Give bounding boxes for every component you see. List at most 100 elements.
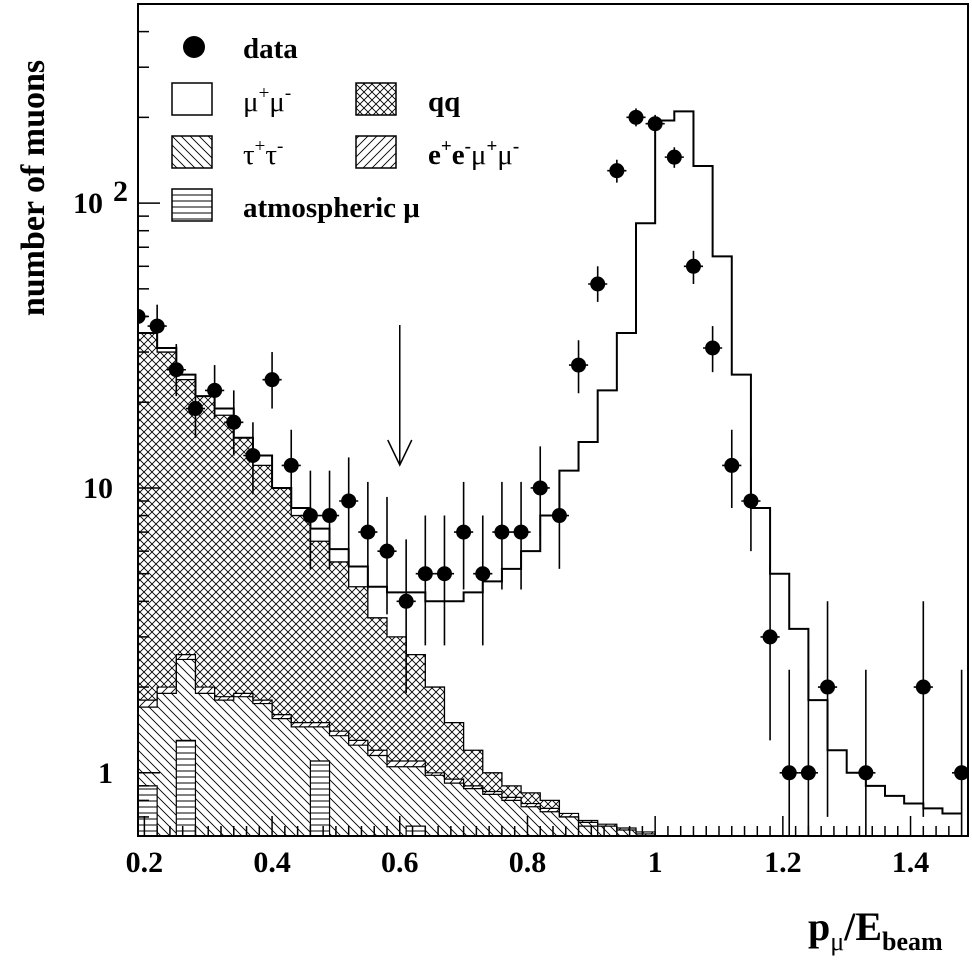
data-marker <box>475 566 491 582</box>
tautau-outline <box>138 658 962 836</box>
legend-symbol-eemumu <box>355 135 397 169</box>
data-marker <box>628 109 644 125</box>
y-tick-label: 10 <box>83 472 113 505</box>
data-point <box>588 266 608 302</box>
data-point <box>913 601 933 817</box>
data-marker <box>264 372 280 388</box>
data-point <box>281 429 301 509</box>
data-point <box>664 147 684 168</box>
data-marker <box>781 765 797 781</box>
data-point <box>319 470 340 569</box>
data-point <box>377 496 397 615</box>
data-point <box>722 429 742 509</box>
x-tick-label: 0.2 <box>126 846 164 879</box>
data-point <box>243 422 263 495</box>
data-marker <box>207 382 223 398</box>
stacked-fills <box>138 332 962 836</box>
data-marker <box>532 480 548 496</box>
data-marker <box>954 765 968 781</box>
legend-label-eemumu: e+e-μ+μ- <box>428 136 519 171</box>
data-marker <box>647 116 663 132</box>
data-point <box>683 250 704 284</box>
legend-label-mumu: μ+μ- <box>243 83 291 118</box>
data-point <box>626 108 646 127</box>
qq-fill <box>138 332 962 836</box>
axis-ticks: 0.2 0.4 0.6 0.8 1 1.2 1.4 1 10 10 2 <box>73 3 950 879</box>
data-point <box>760 564 780 741</box>
legend-symbol-data <box>183 36 205 58</box>
x-tick-label: 1 <box>648 846 663 879</box>
data-marker <box>820 679 836 695</box>
data-marker <box>724 457 740 473</box>
data-point <box>339 457 359 552</box>
data-point <box>396 539 416 694</box>
legend-label-data: data <box>243 33 298 65</box>
legend-label-atmospheric: atmospheric μ <box>243 192 420 224</box>
x-tick-label: 0.4 <box>253 846 291 879</box>
data-marker <box>417 566 433 582</box>
data-marker <box>398 593 414 609</box>
data-point <box>511 481 531 590</box>
legend-label-tautau: τ+τ- <box>243 136 283 171</box>
legend-symbol-qq <box>355 82 397 116</box>
data-marker <box>302 508 318 524</box>
data-marker <box>685 258 701 274</box>
data-marker <box>379 543 395 559</box>
data-point <box>856 669 876 836</box>
data-point <box>224 390 244 456</box>
x-tick-label: 1.2 <box>764 846 802 879</box>
legend-symbol-mumu <box>171 82 213 116</box>
data-marker <box>705 340 721 356</box>
legend-symbol-atmospheric <box>171 188 213 222</box>
data-point <box>817 601 838 817</box>
data-marker <box>858 765 874 781</box>
data-marker <box>590 276 606 292</box>
data-marker <box>168 362 184 378</box>
x-tick-label: 0.8 <box>509 846 547 879</box>
cut-arrow <box>387 325 413 467</box>
data-marker <box>494 524 510 540</box>
data-point <box>473 515 493 646</box>
data-point <box>358 481 378 590</box>
data-point <box>607 159 627 183</box>
legend-label-qq: qq <box>428 86 460 118</box>
data-point <box>952 669 968 836</box>
data-marker <box>609 163 625 179</box>
data-marker <box>283 457 299 473</box>
data-marker <box>666 149 682 165</box>
data-point <box>779 669 799 836</box>
y-tick-label: 1 <box>98 757 113 790</box>
data-point <box>300 470 320 569</box>
data-marker <box>571 357 587 373</box>
x-axis-title: pμ/Ebeam <box>808 904 943 956</box>
x-tick-label: 0.6 <box>381 846 419 879</box>
y-tick-label: 10 <box>73 187 103 220</box>
data-point <box>703 326 723 373</box>
data-point <box>530 446 550 536</box>
data-marker <box>513 524 529 540</box>
data-marker <box>800 765 816 781</box>
data-point <box>415 515 435 646</box>
data-point <box>166 344 186 397</box>
data-point <box>798 669 818 836</box>
data-marker <box>149 318 165 334</box>
data-marker <box>436 566 452 582</box>
data-point <box>454 481 474 590</box>
data-point <box>568 340 589 394</box>
data-marker <box>322 508 338 524</box>
data-point <box>147 304 167 348</box>
data-marker <box>915 679 931 695</box>
data-marker <box>743 493 759 509</box>
tautau-fill <box>138 659 962 836</box>
data-marker <box>187 401 203 417</box>
data-point <box>185 379 206 438</box>
data-point <box>549 470 569 569</box>
y-tick-exponent: 2 <box>113 175 128 208</box>
data-marker <box>456 524 472 540</box>
data-marker <box>226 414 242 430</box>
data-point <box>434 515 455 646</box>
data-point <box>262 352 282 409</box>
data-marker <box>341 493 357 509</box>
data-point <box>205 365 225 419</box>
legend-symbol-tautau <box>171 135 213 169</box>
